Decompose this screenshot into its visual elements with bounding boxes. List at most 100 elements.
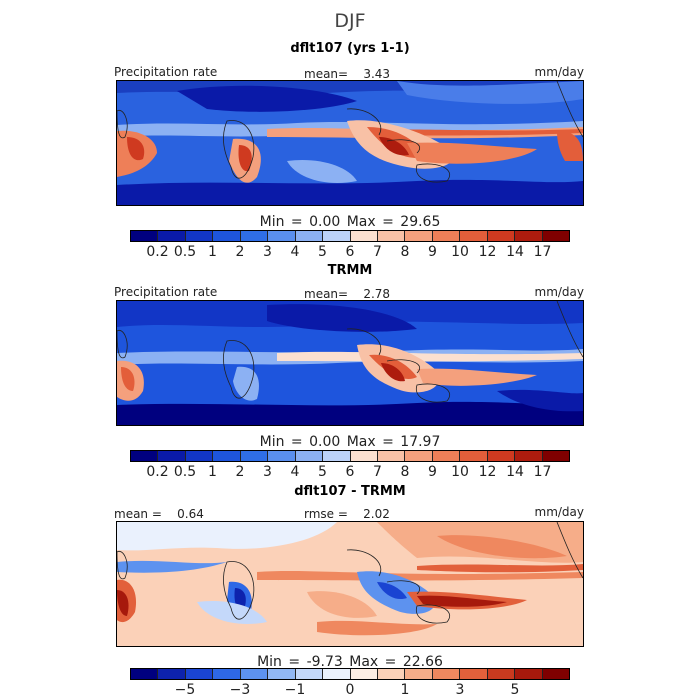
panel-2-units-label: mm/day xyxy=(534,285,585,299)
colorbar-swatch xyxy=(185,669,214,679)
colorbar-tick-label: 3 xyxy=(263,464,272,480)
colorbar-swatch xyxy=(515,231,543,241)
panel-2-title: TRMM xyxy=(327,263,373,278)
panel-3-min-value: -9.73 xyxy=(306,654,343,670)
panel-3-title: dflt107 - TRMM xyxy=(294,484,406,499)
colorbar-swatch xyxy=(268,669,296,679)
colorbar-swatch xyxy=(515,451,543,461)
colorbar-tick-label: 5 xyxy=(318,464,327,480)
colorbar-swatch xyxy=(377,451,406,461)
colorbar-swatch xyxy=(295,451,324,461)
panel-1-mean-label: mean= 3.43 xyxy=(304,67,391,81)
panel-2-max-label: Max = xyxy=(346,434,394,450)
colorbar-swatch xyxy=(131,451,159,461)
colorbar-tick-label: 9 xyxy=(428,464,437,480)
colorbar-tick-label: 7 xyxy=(373,244,382,260)
colorbar-tick-label: 14 xyxy=(506,244,524,260)
colorbar-swatch xyxy=(185,451,214,461)
colorbar-swatch xyxy=(240,669,269,679)
panel-3-max-label: Max = xyxy=(349,654,397,670)
colorbar-tick-label: 1 xyxy=(208,464,217,480)
colorbar-swatch xyxy=(295,231,324,241)
colorbar-tick-label: 14 xyxy=(506,464,524,480)
colorbar-swatch xyxy=(350,231,378,241)
panel-2-map-field xyxy=(117,301,583,425)
colorbar-tick-label: −3 xyxy=(229,682,251,698)
colorbar-swatch xyxy=(185,231,214,241)
panel-1-colorbar-ticks: 0.2 0.5 1 2 3 4 5 6 7 8 9 10 12 14 17 xyxy=(130,244,570,260)
panel-1-min-value: 0.00 xyxy=(309,214,341,230)
colorbar-swatch xyxy=(213,669,241,679)
panel-3-mean-label: mean = 0.64 xyxy=(114,507,204,521)
panel-3-max-value: 22.66 xyxy=(402,654,443,670)
colorbar-swatch xyxy=(405,451,433,461)
colorbar-swatch xyxy=(295,669,324,679)
colorbar-tick-label: 0 xyxy=(345,682,355,698)
colorbar-swatch xyxy=(323,451,351,461)
colorbar-swatch xyxy=(240,231,269,241)
colorbar-swatch xyxy=(268,231,296,241)
panel-2-mean-label: mean= 2.78 xyxy=(304,287,391,301)
panel-2-colorbar xyxy=(130,450,570,462)
colorbar-tick-label: 1 xyxy=(400,682,410,698)
colorbar-tick-label: −5 xyxy=(174,682,196,698)
colorbar-swatch xyxy=(350,669,378,679)
colorbar-tick-label: 12 xyxy=(478,464,497,480)
colorbar-tick-label: 2 xyxy=(235,244,245,260)
colorbar-tick-label: 17 xyxy=(533,244,552,260)
colorbar-tick-label: 0.5 xyxy=(173,464,197,480)
colorbar-swatch xyxy=(542,669,569,679)
colorbar-swatch xyxy=(487,231,516,241)
colorbar-swatch xyxy=(542,231,569,241)
panel-3-units-label: mm/day xyxy=(534,505,585,519)
colorbar-tick-label: 8 xyxy=(400,244,410,260)
panel-2-min-label: Min = xyxy=(259,434,303,450)
colorbar-tick-label: 10 xyxy=(451,464,469,480)
colorbar-tick-label: 0.2 xyxy=(146,244,169,260)
panel-3-colorbar-ticks: −5 −3 −1 0 1 3 5 xyxy=(130,682,570,698)
colorbar-tick-label: 7 xyxy=(373,464,382,480)
panel-3-map-field xyxy=(117,522,583,646)
panel-2-max-value: 17.97 xyxy=(400,434,441,450)
panel-1-minmax: Min = 0.00 Max = 29.65 xyxy=(0,214,700,230)
colorbar-tick-label: 3 xyxy=(455,682,465,698)
panel-3-colorbar xyxy=(130,668,570,680)
colorbar-tick-label: 17 xyxy=(533,464,552,480)
colorbar-swatch xyxy=(432,451,461,461)
colorbar-tick-label: 0.5 xyxy=(173,244,197,260)
colorbar-tick-label: 9 xyxy=(428,244,437,260)
colorbar-swatch xyxy=(377,669,406,679)
colorbar-tick-label: 1 xyxy=(208,244,217,260)
colorbar-swatch xyxy=(158,451,186,461)
panel-1-units-label: mm/day xyxy=(534,65,585,79)
colorbar-tick-label: −1 xyxy=(284,682,306,698)
colorbar-swatch xyxy=(515,669,543,679)
panel-3-map xyxy=(116,521,584,647)
colorbar-swatch xyxy=(487,451,516,461)
panel-2-colorbar-ticks: 0.2 0.5 1 2 3 4 5 6 7 8 9 10 12 14 17 xyxy=(130,464,570,480)
panel-2-left-label: Precipitation rate xyxy=(114,285,218,299)
panel-2-min-value: 0.00 xyxy=(309,434,341,450)
colorbar-tick-label: 5 xyxy=(510,682,520,698)
panel-1-map xyxy=(116,80,584,206)
panel-3-minmax: Min = -9.73 Max = 22.66 xyxy=(0,654,700,670)
colorbar-tick-label: 5 xyxy=(318,244,327,260)
panel-1-map-field xyxy=(117,81,583,205)
panel-1-title: dflt107 (yrs 1-1) xyxy=(290,41,410,56)
colorbar-swatch xyxy=(131,231,159,241)
panel-1-max-label: Max = xyxy=(346,214,394,230)
colorbar-swatch xyxy=(268,451,296,461)
panel-3-rmse-label: rmse = 2.02 xyxy=(304,507,390,521)
colorbar-tick-label: 12 xyxy=(478,244,497,260)
colorbar-tick-label: 10 xyxy=(451,244,469,260)
colorbar-swatch xyxy=(542,451,569,461)
colorbar-tick-label: 4 xyxy=(290,244,300,260)
colorbar-swatch xyxy=(158,669,186,679)
colorbar-swatch xyxy=(213,451,241,461)
panel-3-min-label: Min = xyxy=(257,654,301,670)
colorbar-tick-label: 4 xyxy=(290,464,300,480)
colorbar-swatch xyxy=(432,669,461,679)
colorbar-swatch xyxy=(213,231,241,241)
colorbar-swatch xyxy=(460,231,488,241)
colorbar-swatch xyxy=(460,669,488,679)
